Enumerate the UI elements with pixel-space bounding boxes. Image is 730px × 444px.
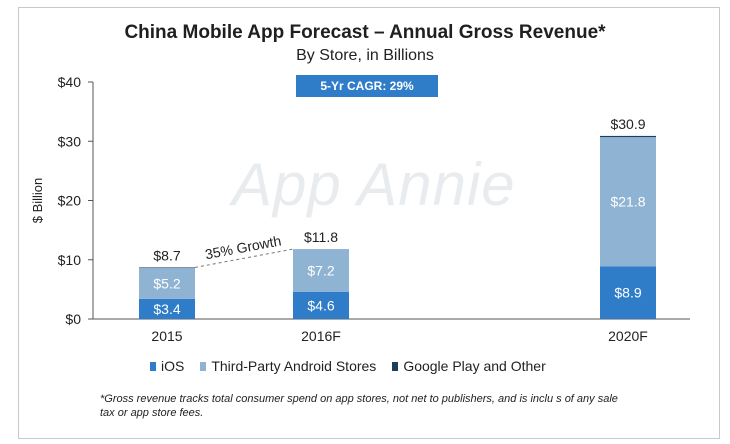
legend-label-ios: iOS	[161, 358, 185, 374]
chart-title: China Mobile App Forecast – Annual Gross…	[124, 22, 606, 43]
bar-segment	[600, 266, 656, 319]
bar-total-label: $30.9	[610, 116, 645, 132]
bar-total-label: $8.7	[153, 247, 180, 263]
y-tick-label: $0	[65, 311, 81, 327]
watermark: App Annie	[232, 151, 516, 218]
bar-value-label: $3.4	[153, 301, 180, 317]
footnote: *Gross revenue tracks total consumer spe…	[100, 392, 680, 420]
bar-total-label: $11.8	[304, 229, 338, 245]
bar-segment	[139, 267, 195, 269]
legend-item-third-party: Third-Party Android Stores	[200, 358, 376, 374]
bar-segment	[139, 298, 195, 319]
bar-segment	[293, 291, 349, 319]
legend-item-ios: iOS	[150, 358, 184, 374]
legend-swatch-third-party	[200, 361, 207, 371]
bar-segment	[139, 268, 195, 299]
legend-swatch-ios	[150, 361, 156, 371]
y-tick-label: $10	[58, 252, 82, 268]
chart-subtitle: By Store, in Billions	[296, 47, 434, 64]
cagr-badge: 5-Yr CAGR: 29%	[296, 75, 438, 97]
legend-label-google-play: Google Play and Other	[403, 358, 546, 374]
x-tick-label: 2020F	[608, 328, 648, 344]
bar-segment	[600, 135, 656, 138]
legend: iOS Third-Party Android Stores Google Pl…	[150, 358, 546, 374]
growth-annotation: 35% Growth	[204, 232, 283, 262]
y-axis-title: $ Billion	[30, 178, 45, 224]
x-tick-label: 2015	[151, 328, 182, 344]
growth-dashed-line	[194, 248, 294, 268]
y-tick-label: $30	[58, 133, 82, 149]
legend-label-third-party: Third-Party Android Stores	[211, 358, 377, 374]
bar-value-label: $4.6	[307, 297, 334, 313]
legend-swatch-google-play	[392, 361, 399, 371]
bar-value-label: $21.8	[610, 194, 645, 210]
bar-segment	[600, 137, 656, 267]
bar-value-label: $5.2	[153, 275, 180, 291]
y-tick-label: $20	[58, 193, 82, 209]
x-tick-label: 2016F	[301, 328, 341, 344]
bar-value-label: $7.2	[307, 262, 334, 278]
y-tick-label: $40	[58, 74, 82, 90]
bar-value-label: $8.9	[614, 285, 641, 301]
footnote-line-1: *Gross revenue tracks total consumer spe…	[100, 393, 618, 405]
bar-segment	[293, 249, 349, 292]
legend-item-google-play: Google Play and Other	[392, 358, 546, 374]
footnote-line-2: tax or app store fees.	[100, 407, 204, 419]
